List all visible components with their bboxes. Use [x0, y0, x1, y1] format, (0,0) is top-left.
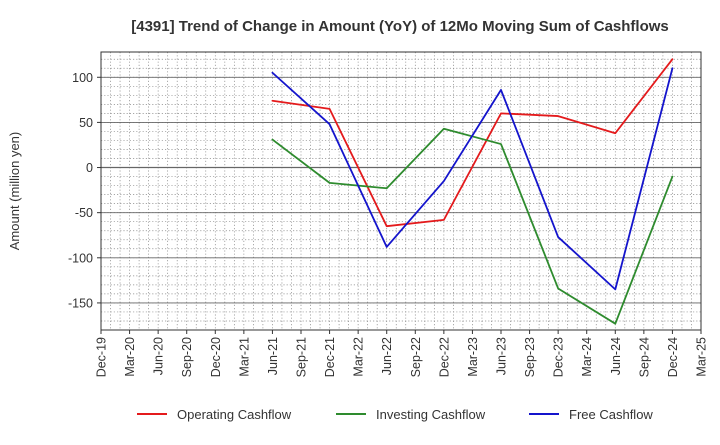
y-tick-label: -150 — [68, 296, 93, 310]
x-tick-label: Dec-22 — [437, 337, 451, 377]
x-tick-label: Mar-23 — [466, 337, 480, 377]
y-tick-label: 50 — [79, 116, 93, 130]
x-tick-label: Jun-24 — [609, 337, 623, 375]
x-tick-label: Mar-25 — [695, 337, 709, 377]
y-tick-label: -50 — [75, 206, 93, 220]
y-tick-label: -100 — [68, 251, 93, 265]
x-tick-label: Mar-20 — [123, 337, 137, 377]
x-tick-label: Dec-21 — [323, 337, 337, 377]
legend: Operating Cashflow Investing Cashflow Free… — [137, 407, 653, 422]
legend-label: Free Cashflow — [569, 407, 653, 422]
x-tick-label: Mar-22 — [352, 337, 366, 377]
x-tick-label: Sep-23 — [523, 337, 537, 377]
x-tick-label: Dec-20 — [209, 337, 223, 377]
x-tick-label: Mar-24 — [580, 337, 594, 377]
x-tick-label: Sep-22 — [409, 337, 423, 377]
grid — [101, 52, 701, 330]
x-tick-label: Jun-23 — [495, 337, 509, 375]
y-tick-label: 100 — [72, 71, 93, 85]
x-tick-label: Sep-21 — [295, 337, 309, 377]
plot-area — [101, 52, 701, 330]
legend-label: Investing Cashflow — [376, 407, 486, 422]
x-tick-label: Dec-23 — [552, 337, 566, 377]
x-tick-label: Jun-21 — [266, 337, 280, 375]
x-tick-label: Dec-24 — [666, 337, 680, 377]
x-tick-label: Mar-21 — [237, 337, 251, 377]
legend-label: Operating Cashflow — [177, 407, 292, 422]
x-tick-label: Sep-24 — [637, 337, 651, 377]
x-tick-label: Dec-19 — [95, 337, 109, 377]
x-tick-label: Jun-22 — [380, 337, 394, 375]
chart-title: [4391] Trend of Change in Amount (YoY) o… — [131, 18, 669, 35]
x-tick-label: Jun-20 — [152, 337, 166, 375]
y-axis-label: Amount (million yen) — [7, 132, 22, 251]
y-tick-label: 0 — [86, 161, 93, 175]
x-tick-label: Sep-20 — [180, 337, 194, 377]
